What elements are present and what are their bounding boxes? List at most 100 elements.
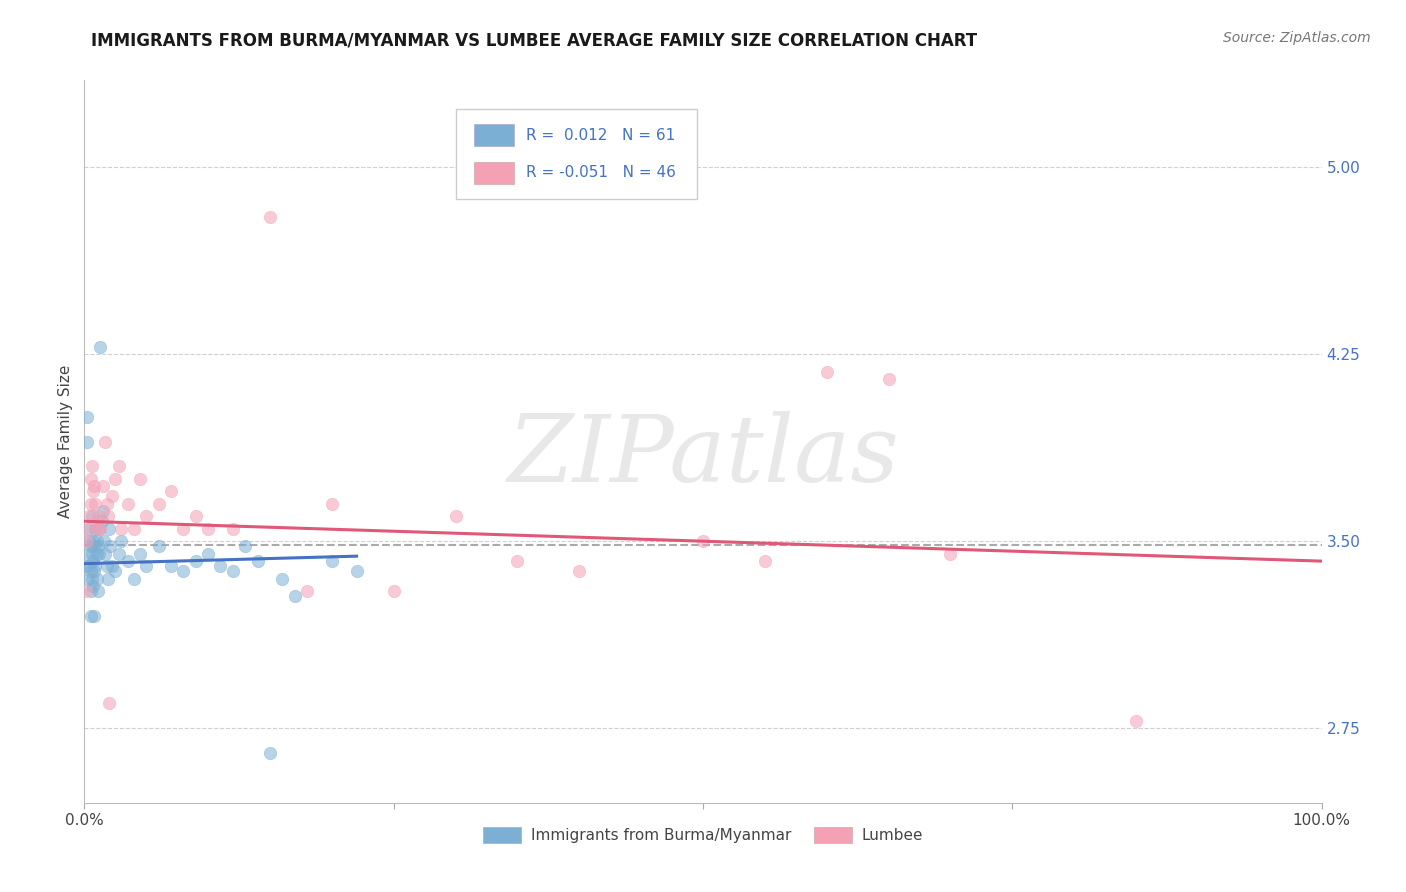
Point: [75, 584, 97, 599]
FancyBboxPatch shape: [474, 124, 513, 146]
Point: [104, 472, 127, 486]
Point: [79, 534, 101, 549]
Point: [83, 564, 105, 578]
Point: [197, 547, 219, 561]
Point: [87, 539, 110, 553]
Point: [89, 509, 111, 524]
Text: IMMIGRANTS FROM BURMA/MYANMAR VS LUMBEE AVERAGE FAMILY SIZE CORRELATION CHART: IMMIGRANTS FROM BURMA/MYANMAR VS LUMBEE …: [91, 31, 977, 49]
Point: [77, 522, 100, 536]
Text: R =  0.012   N = 61: R = 0.012 N = 61: [526, 128, 675, 143]
Point: [86, 514, 108, 528]
Point: [97, 509, 120, 524]
Text: R = -0.051   N = 46: R = -0.051 N = 46: [526, 165, 676, 180]
Point: [89, 340, 111, 354]
Point: [79, 497, 101, 511]
Point: [97, 572, 120, 586]
Point: [91, 504, 114, 518]
Point: [104, 564, 127, 578]
Point: [87, 584, 110, 599]
Point: [96, 497, 118, 511]
Point: [83, 539, 105, 553]
Point: [86, 534, 108, 549]
Point: [346, 564, 368, 578]
Point: [82, 534, 104, 549]
Point: [79, 472, 101, 486]
Point: [80, 509, 103, 524]
Point: [197, 522, 219, 536]
Point: [94, 434, 117, 449]
Point: [172, 522, 194, 536]
Point: [86, 547, 108, 561]
Point: [89, 522, 111, 536]
Point: [83, 609, 105, 624]
Point: [259, 746, 281, 760]
Point: [1125, 714, 1147, 728]
Point: [96, 559, 118, 574]
Point: [76, 534, 98, 549]
Point: [79, 559, 101, 574]
Point: [100, 559, 122, 574]
Point: [129, 547, 152, 561]
Point: [135, 509, 157, 524]
Point: [82, 484, 104, 499]
Point: [259, 211, 281, 225]
Point: [110, 534, 132, 549]
Point: [295, 584, 318, 599]
Point: [79, 609, 101, 624]
Point: [568, 564, 591, 578]
Point: [80, 572, 103, 586]
Point: [94, 547, 117, 561]
Point: [209, 559, 232, 574]
FancyBboxPatch shape: [474, 162, 513, 184]
Point: [89, 522, 111, 536]
Point: [117, 554, 139, 568]
Point: [108, 547, 131, 561]
Point: [222, 522, 245, 536]
Point: [91, 479, 114, 493]
Point: [84, 559, 107, 574]
Point: [79, 564, 101, 578]
Legend: Immigrants from Burma/Myanmar, Lumbee: Immigrants from Burma/Myanmar, Lumbee: [477, 821, 929, 849]
Point: [172, 564, 194, 578]
Point: [98, 696, 121, 710]
Point: [135, 559, 157, 574]
Text: ZIPatlas: ZIPatlas: [508, 411, 898, 501]
Point: [754, 554, 776, 568]
Point: [271, 572, 294, 586]
FancyBboxPatch shape: [456, 109, 697, 200]
Point: [246, 554, 269, 568]
Point: [84, 497, 107, 511]
Point: [76, 434, 98, 449]
Point: [122, 572, 145, 586]
Point: [444, 509, 467, 524]
Point: [80, 459, 103, 474]
Point: [321, 497, 343, 511]
Point: [83, 479, 105, 493]
Point: [382, 584, 405, 599]
Point: [80, 547, 103, 561]
Point: [148, 539, 170, 553]
Point: [82, 579, 104, 593]
Point: [506, 554, 529, 568]
Point: [117, 497, 139, 511]
Point: [98, 539, 121, 553]
Point: [184, 509, 207, 524]
Point: [77, 522, 100, 536]
Y-axis label: Average Family Size: Average Family Size: [58, 365, 73, 518]
Point: [815, 365, 838, 379]
Point: [877, 372, 900, 386]
Point: [90, 514, 112, 528]
Point: [79, 584, 101, 599]
Point: [79, 509, 101, 524]
Point: [77, 547, 100, 561]
Text: Source: ZipAtlas.com: Source: ZipAtlas.com: [1223, 31, 1371, 45]
Point: [233, 539, 256, 553]
Point: [79, 539, 101, 553]
Point: [122, 522, 145, 536]
Point: [184, 554, 207, 568]
Point: [84, 522, 107, 536]
Point: [129, 472, 152, 486]
Point: [89, 547, 111, 561]
Point: [110, 522, 132, 536]
Point: [76, 409, 98, 424]
